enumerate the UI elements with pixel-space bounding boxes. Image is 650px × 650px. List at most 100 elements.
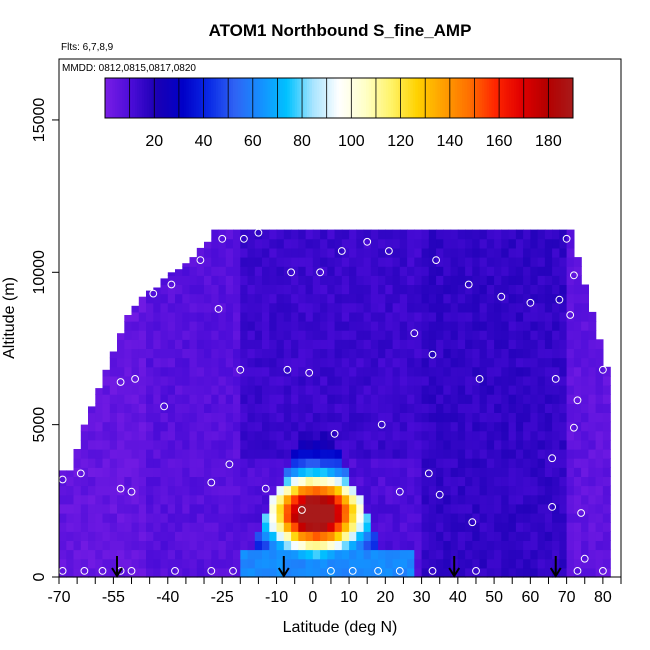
heatmap-cell [414, 476, 423, 487]
heatmap-cell [327, 403, 336, 413]
heatmap-cell [341, 430, 350, 441]
heatmap-cell [167, 531, 176, 541]
heatmap-cell [573, 567, 582, 578]
heatmap-cell [211, 266, 220, 276]
heatmap-cell [131, 366, 140, 377]
heatmap-cell [588, 357, 597, 368]
heatmap-cell [428, 275, 437, 285]
heatmap-cell [167, 513, 176, 523]
heatmap-cell [479, 439, 488, 450]
heatmap-cell [399, 476, 408, 487]
colorbar-segment [398, 78, 401, 118]
heatmap-cell [494, 275, 502, 285]
heatmap-cell [378, 540, 386, 551]
heatmap-cell [595, 439, 604, 450]
heatmap-cell [421, 339, 430, 349]
heatmap-cell [291, 302, 299, 313]
heatmap-cell [581, 558, 589, 569]
heatmap-cell [131, 467, 140, 477]
colorbar-segment [518, 78, 522, 118]
heatmap-cell [211, 366, 220, 377]
heatmap-cell [602, 503, 611, 514]
heatmap-cell [544, 549, 553, 560]
heatmap-cell [479, 449, 488, 459]
heatmap-cell [175, 485, 183, 496]
heatmap-cell [450, 330, 459, 340]
heatmap-cell [225, 540, 234, 551]
heatmap-cell [124, 339, 133, 349]
heatmap-cell [392, 503, 401, 514]
colorbar-segment [442, 78, 446, 118]
heatmap-cell [349, 467, 357, 477]
sample-point [377, 420, 386, 429]
heatmap-cell [262, 449, 270, 459]
heatmap-cell [399, 275, 408, 285]
heatmap-cell [146, 394, 154, 404]
heatmap-cell [428, 357, 437, 368]
heatmap-cell [537, 348, 546, 359]
heatmap-cell [472, 238, 481, 249]
heatmap-cell [581, 540, 589, 551]
heatmap-cell [254, 467, 263, 477]
heatmap-cell [211, 339, 220, 349]
heatmap-cell [131, 522, 140, 532]
heatmap-cell [327, 311, 336, 322]
heatmap-cell [479, 311, 488, 322]
heatmap-cell [421, 311, 430, 322]
heatmap-cell [407, 531, 415, 541]
heatmap-cell [160, 311, 169, 322]
heatmap-cell [378, 266, 386, 276]
heatmap-cell [414, 321, 423, 331]
heatmap-cell [544, 531, 553, 541]
heatmap-cell [378, 275, 386, 285]
heatmap-cell [421, 412, 430, 423]
heatmap-cell [399, 485, 408, 496]
heatmap-cell [276, 229, 285, 240]
heatmap-cell [175, 567, 183, 578]
heatmap-cell [269, 311, 278, 322]
heatmap-cell [327, 412, 336, 423]
heatmap-cell [88, 406, 96, 414]
heatmap-cell [276, 412, 285, 423]
heatmap-cell [240, 494, 249, 505]
heatmap-cell [501, 366, 510, 377]
heatmap-cell [109, 351, 118, 359]
flight-arrow [111, 556, 123, 578]
colorbar-segment [203, 78, 207, 118]
heatmap-cell [167, 494, 176, 505]
heatmap-cell [283, 385, 292, 395]
heatmap-cell [160, 403, 169, 413]
heatmap-cell [327, 531, 336, 541]
heatmap-cell [595, 385, 604, 395]
heatmap-cell [363, 421, 372, 432]
heatmap-cell [566, 321, 575, 331]
heatmap-cell [602, 494, 611, 505]
heatmap-cell [131, 503, 140, 514]
heatmap-cell [370, 238, 379, 249]
heatmap-cell [443, 257, 452, 267]
heatmap-cell [341, 549, 350, 560]
heatmap-cell [428, 385, 437, 395]
colorbar-segment [545, 78, 549, 118]
heatmap-cell [407, 275, 415, 285]
heatmap-cell [501, 247, 510, 258]
heatmap-cell [211, 247, 220, 258]
heatmap-cell [196, 503, 205, 514]
heatmap-cell [189, 311, 198, 322]
colorbar-segment [146, 78, 150, 118]
heatmap-cell [240, 513, 249, 523]
heatmap-cell [486, 339, 495, 349]
heatmap-cell [407, 467, 415, 477]
heatmap-cell [95, 494, 104, 505]
heatmap-cell [486, 439, 495, 450]
heatmap-cell [595, 357, 604, 368]
heatmap-cell [450, 375, 459, 386]
heatmap-cell [225, 348, 234, 359]
heatmap-cell [117, 375, 125, 386]
heatmap-cell [552, 458, 560, 468]
heatmap-cell [486, 430, 495, 441]
heatmap-cell [276, 549, 285, 560]
heatmap-cell [283, 540, 292, 551]
heatmap-cell [465, 357, 473, 368]
colorbar-segment [486, 78, 490, 118]
